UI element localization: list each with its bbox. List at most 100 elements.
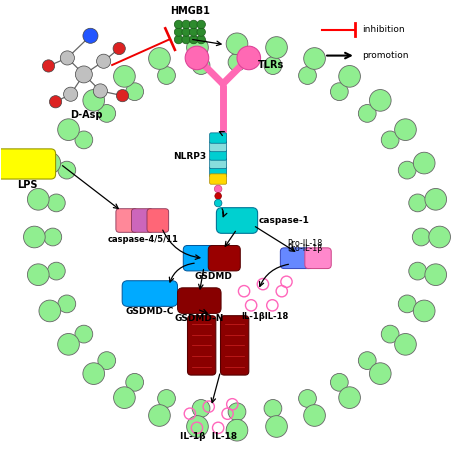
FancyBboxPatch shape [210, 174, 227, 184]
Circle shape [214, 185, 222, 193]
Circle shape [413, 152, 435, 174]
Circle shape [58, 295, 76, 313]
Circle shape [425, 264, 447, 285]
Circle shape [187, 36, 208, 58]
FancyBboxPatch shape [280, 248, 312, 269]
Circle shape [117, 90, 128, 102]
FancyBboxPatch shape [183, 246, 218, 271]
Circle shape [215, 193, 221, 199]
FancyBboxPatch shape [208, 246, 240, 271]
Circle shape [75, 131, 93, 149]
Circle shape [60, 51, 74, 65]
Circle shape [113, 42, 125, 55]
FancyBboxPatch shape [210, 150, 227, 160]
Circle shape [339, 387, 360, 409]
Circle shape [174, 20, 183, 29]
Circle shape [97, 54, 111, 68]
Circle shape [395, 334, 416, 355]
Circle shape [24, 226, 45, 248]
Circle shape [75, 66, 92, 83]
Circle shape [398, 161, 416, 179]
Text: GSDMD-N: GSDMD-N [174, 314, 224, 323]
Circle shape [197, 20, 205, 29]
Circle shape [39, 152, 61, 174]
Circle shape [27, 189, 49, 210]
Circle shape [192, 400, 210, 417]
Circle shape [228, 54, 246, 71]
Circle shape [58, 334, 79, 355]
Circle shape [358, 352, 376, 369]
Text: LPS: LPS [17, 180, 37, 190]
FancyBboxPatch shape [0, 149, 55, 179]
Circle shape [425, 189, 447, 210]
Circle shape [182, 28, 191, 36]
Text: D-Asp: D-Asp [70, 110, 102, 120]
Circle shape [264, 400, 282, 417]
Circle shape [190, 20, 198, 29]
FancyBboxPatch shape [210, 158, 227, 169]
Circle shape [187, 416, 208, 438]
Circle shape [190, 36, 198, 44]
Circle shape [197, 36, 205, 44]
FancyBboxPatch shape [188, 316, 216, 375]
Circle shape [39, 300, 61, 322]
Circle shape [182, 20, 191, 29]
Circle shape [330, 83, 348, 100]
Circle shape [409, 262, 427, 280]
FancyBboxPatch shape [147, 209, 169, 232]
FancyBboxPatch shape [116, 209, 137, 232]
Circle shape [126, 83, 144, 100]
Circle shape [381, 325, 399, 343]
Circle shape [237, 46, 261, 70]
Circle shape [75, 325, 93, 343]
Circle shape [27, 264, 49, 285]
Circle shape [369, 363, 391, 384]
FancyBboxPatch shape [210, 167, 227, 177]
Circle shape [266, 416, 287, 438]
Circle shape [182, 36, 191, 44]
Circle shape [266, 36, 287, 58]
Circle shape [98, 352, 116, 369]
Circle shape [64, 87, 78, 101]
Text: Pro-IL-18: Pro-IL-18 [288, 239, 323, 248]
Circle shape [58, 119, 79, 140]
Circle shape [83, 28, 98, 43]
Circle shape [304, 405, 325, 426]
Circle shape [381, 131, 399, 149]
Text: GSDMD: GSDMD [194, 273, 232, 282]
Circle shape [409, 194, 427, 212]
Text: NLRP3: NLRP3 [173, 153, 206, 161]
Circle shape [398, 295, 416, 313]
Text: promotion: promotion [362, 51, 409, 60]
Circle shape [339, 65, 360, 87]
Circle shape [264, 57, 282, 74]
FancyBboxPatch shape [178, 288, 221, 313]
Circle shape [44, 228, 62, 246]
Circle shape [214, 199, 222, 207]
Circle shape [358, 105, 376, 122]
Circle shape [47, 262, 65, 280]
FancyBboxPatch shape [220, 316, 249, 375]
Circle shape [149, 405, 170, 426]
Circle shape [299, 67, 316, 84]
Circle shape [192, 57, 210, 74]
Circle shape [226, 33, 248, 55]
Circle shape [413, 300, 435, 322]
FancyBboxPatch shape [131, 209, 153, 232]
Circle shape [83, 363, 105, 384]
Text: IL-1βIL-18: IL-1βIL-18 [242, 312, 289, 321]
Circle shape [174, 28, 183, 36]
Circle shape [58, 161, 76, 179]
Circle shape [226, 419, 248, 441]
Circle shape [228, 403, 246, 420]
Circle shape [114, 387, 135, 409]
Circle shape [197, 28, 205, 36]
Circle shape [98, 105, 116, 122]
Circle shape [149, 48, 170, 69]
Circle shape [330, 374, 348, 391]
Circle shape [299, 390, 316, 407]
Circle shape [395, 119, 416, 140]
Circle shape [114, 65, 135, 87]
Circle shape [126, 374, 144, 391]
Text: TLRs: TLRs [258, 60, 284, 70]
